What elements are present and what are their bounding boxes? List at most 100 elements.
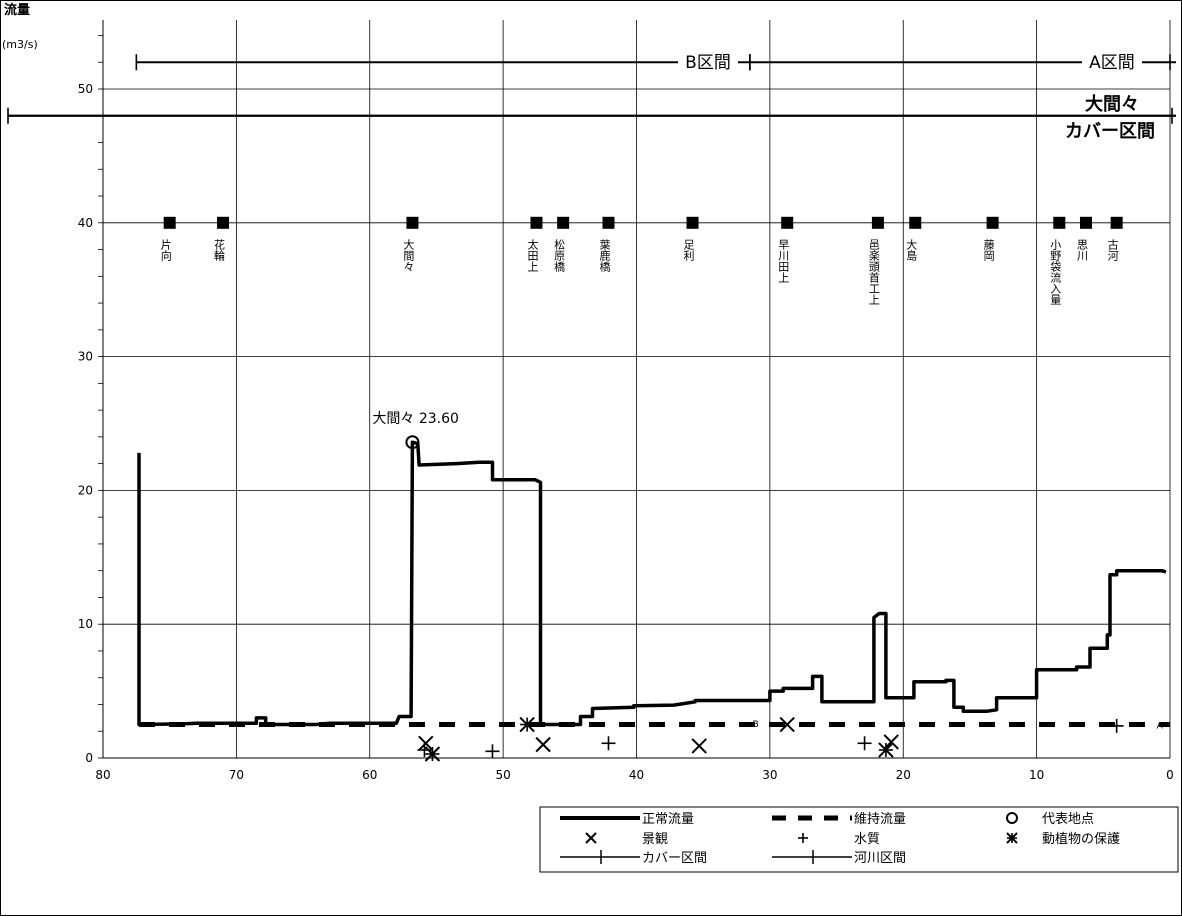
station-marker [986, 216, 999, 229]
marker-stroke [418, 735, 434, 751]
legend-item: 水質 [798, 832, 880, 847]
x-tick-label: 40 [629, 768, 644, 782]
x-tick-label: 80 [95, 768, 110, 782]
station-label-group: 足利 [682, 239, 695, 261]
marker-plus [1109, 718, 1124, 733]
marker-asterisk [878, 742, 894, 758]
station-label: 片向 [159, 238, 172, 260]
station-marker [686, 216, 699, 229]
legend-label: 正常流量 [642, 812, 694, 827]
faint-label: B [753, 720, 759, 730]
station-label: 邑楽頭首工上 [867, 238, 880, 304]
y-tick-label: 50 [78, 82, 93, 96]
station-label: 大間々 [402, 237, 415, 271]
station-marker [1110, 216, 1123, 229]
station-label-group: 松原橋 [553, 237, 566, 272]
legend-box [539, 806, 1179, 873]
station-marker [163, 216, 176, 229]
station-label-group: 早川田上 [777, 238, 790, 282]
station-label: 早川田上 [777, 238, 790, 282]
x-tick-label: 10 [1029, 768, 1044, 782]
station-marker [1079, 216, 1092, 229]
station-marker [406, 216, 419, 229]
station-marker [781, 216, 794, 229]
station-label-group: 大間々 [402, 237, 415, 271]
cover-section-label-1: 大間々 [1085, 93, 1139, 115]
station-label: 思川 [1075, 238, 1088, 260]
station-label-group: 藤岡 [982, 238, 995, 261]
station-label: 松原橋 [553, 237, 566, 272]
station-label-group: 古河 [1106, 238, 1119, 260]
faint-label: A [1157, 722, 1164, 732]
station-marker [1053, 216, 1066, 229]
station-label: 大島 [905, 237, 918, 261]
station-marker [530, 216, 543, 229]
station-label-group: 花輪 [213, 238, 226, 261]
cover-section-label-2: カバー区間 [1065, 121, 1155, 142]
y-tick-label: 40 [78, 216, 93, 230]
legend-item: 動植物の保護 [1006, 831, 1120, 847]
legend-item: 代表地点 [1006, 812, 1094, 827]
y-tick-label: 10 [78, 617, 93, 631]
station-label: 小野袋流入量 [1049, 238, 1062, 304]
x-tick-label: 30 [762, 768, 777, 782]
legend-label: 水質 [854, 832, 880, 847]
marker-stroke [779, 716, 795, 733]
station-label-group: 葉鹿橋 [598, 237, 611, 272]
legend-swatch [1006, 812, 1018, 824]
markers [417, 716, 1124, 762]
x-tick-label: 60 [362, 768, 377, 782]
station-label-group: 小野袋流入量 [1049, 238, 1062, 304]
station-label-group: 大島 [905, 237, 918, 261]
representative-point-label: 大間々 23.60 [372, 411, 459, 427]
section-label-bg [1082, 51, 1142, 74]
legend-label: 河川区間 [854, 851, 906, 866]
x-tick-label: 70 [229, 768, 244, 782]
x-tick-label: 50 [495, 768, 510, 782]
section-label-bg [678, 51, 738, 74]
marker-plus [485, 744, 500, 759]
x-tick-label: 20 [896, 768, 911, 782]
y-tick-label: 0 [85, 751, 93, 765]
y-tick-label: 20 [78, 483, 93, 497]
representative-point: 大間々 23.60 [372, 411, 459, 450]
station-label: 太田上 [526, 238, 539, 271]
station-marker [602, 216, 615, 229]
marker-asterisk [424, 746, 441, 762]
marker-x [691, 738, 707, 754]
cover-label-bg [1060, 118, 1168, 142]
station-label: 葉鹿橋 [598, 237, 611, 272]
legend-label: 維持流量 [854, 812, 906, 827]
station-label-group: 太田上 [526, 238, 539, 271]
legend-label: カバー区間 [642, 851, 707, 866]
marker-asterisk [519, 716, 535, 733]
legend-swatch [585, 832, 597, 844]
station-label: 足利 [682, 239, 695, 261]
y-tick-label: 30 [78, 350, 93, 364]
section-label: B区間 [685, 53, 731, 73]
station-label-group: 邑楽頭首工上 [867, 238, 880, 304]
marker-stroke [535, 736, 551, 753]
marker-plus [601, 736, 616, 751]
station-marker [557, 216, 570, 229]
legend-item: カバー区間 [560, 850, 707, 866]
station-label: 藤岡 [982, 238, 995, 261]
axes: 0 10 20 30 40 50 80 70 60 50 40 30 20 10 0 [78, 20, 1174, 782]
legend-label: 景観 [642, 832, 668, 847]
legend-label: 動植物の保護 [1042, 831, 1120, 847]
marker-x [418, 735, 434, 751]
station-label-group: 片向 [159, 238, 172, 260]
station-label: 古河 [1106, 238, 1119, 260]
legend-label: 代表地点 [1042, 812, 1094, 827]
series-normal-flow [137, 440, 1167, 727]
y-axis-unit: (m3/s) [2, 38, 38, 51]
station-marker [871, 216, 884, 229]
station-label: 花輪 [213, 238, 226, 261]
marker-plus [857, 736, 872, 751]
legend-item: 河川区間 [772, 850, 906, 866]
legend-item: 景観 [585, 832, 668, 847]
